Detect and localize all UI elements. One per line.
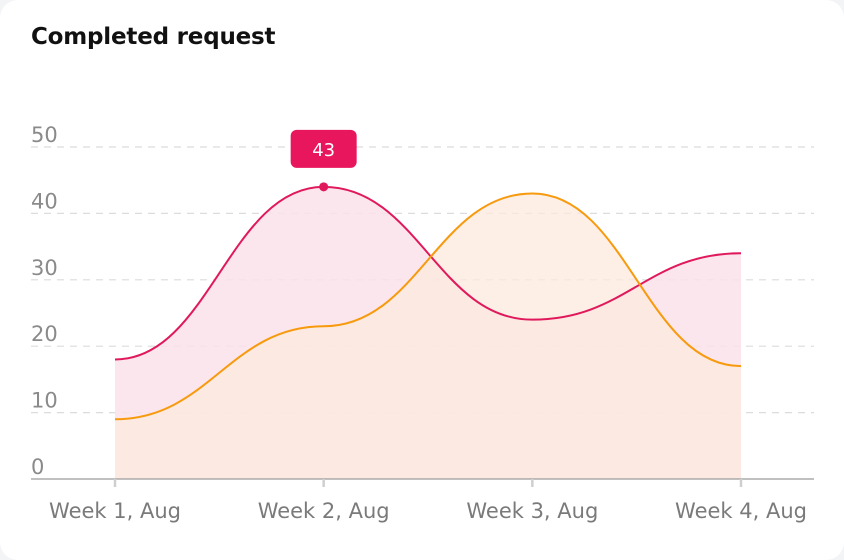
series-orange-area	[115, 193, 741, 479]
y-tick-label: 10	[31, 389, 58, 413]
series-orange-line	[114, 192, 742, 421]
tooltip-box	[290, 129, 357, 168]
series-pink-line	[114, 185, 742, 361]
y-tick-label: 20	[31, 322, 58, 346]
x-tick-label: Week 1, Aug	[49, 499, 181, 523]
y-tick-label: 40	[31, 189, 58, 213]
x-tick-label: Week 4, Aug	[675, 499, 807, 523]
tooltip-point	[319, 182, 329, 192]
x-tick-label: Week 2, Aug	[258, 499, 390, 523]
y-tick-label: 30	[31, 256, 58, 280]
y-tick-label: 50	[31, 123, 58, 147]
chart-title: Completed request	[31, 24, 276, 50]
y-tick-label: 0	[31, 455, 44, 479]
tooltip-label: 43	[312, 140, 335, 161]
x-tick-label: Week 3, Aug	[466, 499, 598, 523]
